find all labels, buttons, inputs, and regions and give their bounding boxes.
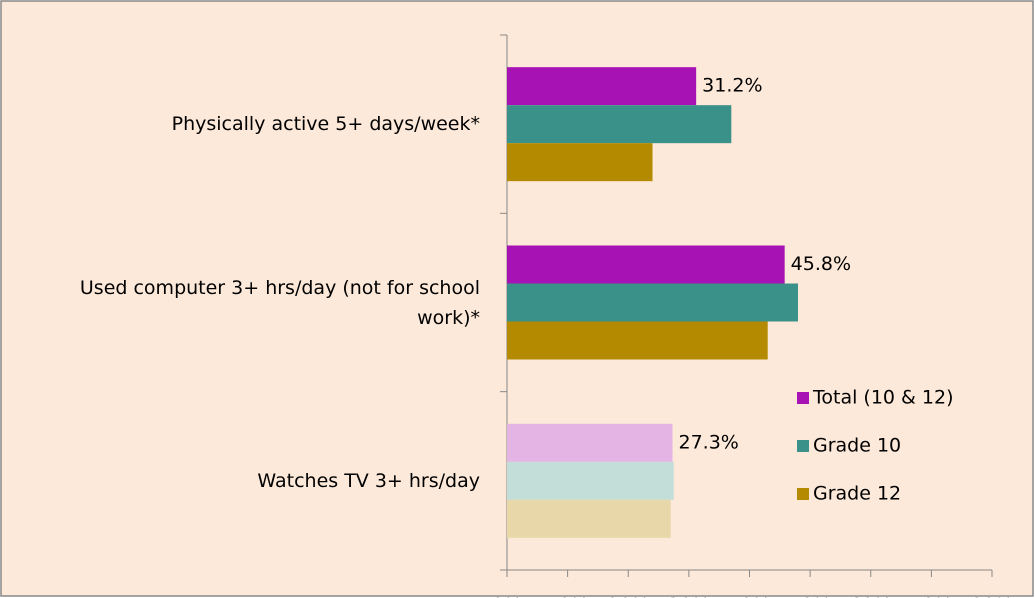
data-label: 45.8% (791, 253, 851, 275)
x-tick-label: 0% (492, 595, 522, 598)
legend-label: Grade 12 (813, 483, 901, 505)
legend-swatch (797, 440, 809, 452)
data-label: 27.3% (679, 431, 739, 453)
bar (507, 143, 653, 182)
bar (507, 283, 798, 322)
bar (507, 461, 674, 500)
x-tick-label: 50% (789, 595, 831, 598)
x-tick-label: 70% (910, 595, 952, 598)
x-tick-label: 20% (607, 595, 649, 598)
x-tick-label: 40% (728, 595, 770, 598)
x-tick-label: 60% (850, 595, 892, 598)
category-label: Watches TV 3+ hrs/day (257, 469, 480, 492)
x-tick-label: 30% (668, 595, 710, 598)
x-tick-label: 80% (971, 595, 1013, 598)
bar (507, 321, 768, 360)
x-tick-label: 10% (547, 595, 589, 598)
bar (507, 423, 673, 462)
bar (507, 245, 785, 284)
category-label: Physically active 5+ days/week* (171, 113, 480, 136)
bar (507, 105, 732, 144)
data-label: 31.2% (702, 75, 762, 97)
bar (507, 499, 671, 538)
category-label: Used computer 3+ hrs/day (not for school… (79, 276, 480, 329)
legend-label: Grade 10 (813, 435, 901, 457)
legend-swatch (797, 488, 809, 500)
legend-label: Total (10 & 12) (812, 387, 954, 409)
bar (507, 67, 697, 106)
legend-swatch (797, 392, 809, 404)
